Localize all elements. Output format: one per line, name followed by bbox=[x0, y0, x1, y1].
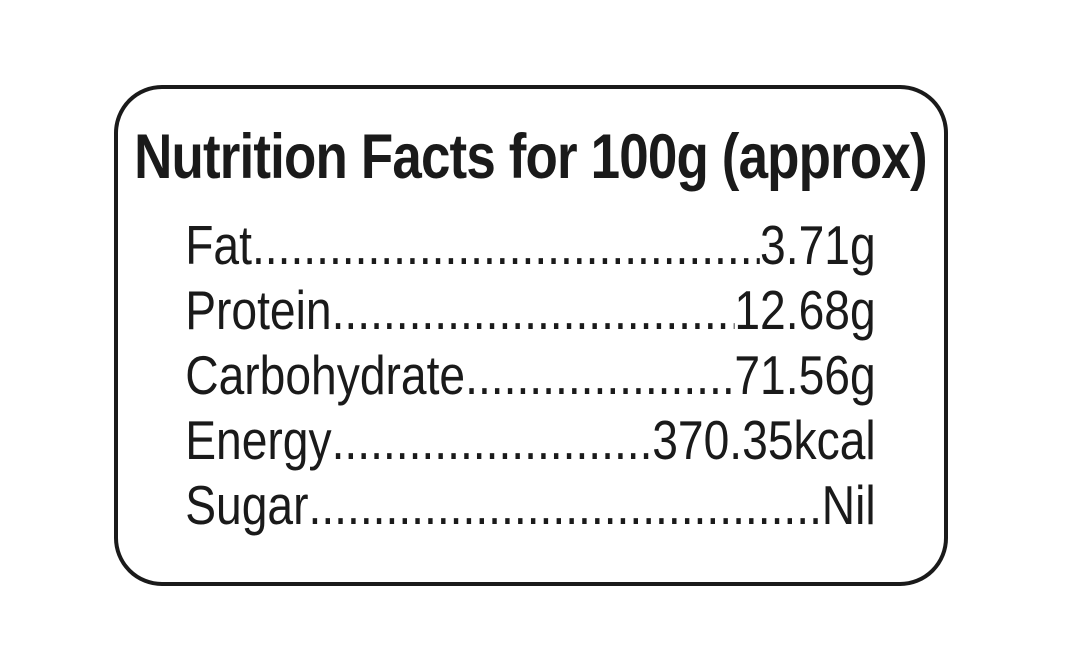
nutrient-value: 370.35kcal bbox=[652, 409, 876, 471]
nutrient-name: Carbohydrate bbox=[185, 344, 466, 406]
nutrient-name: Sugar bbox=[185, 474, 309, 536]
nutrient-name: Fat bbox=[185, 214, 252, 276]
nutrient-value: 71.56g bbox=[734, 344, 876, 406]
nutrition-label-card: Nutrition Facts for 100g (approx) Fat ..… bbox=[114, 85, 948, 586]
nutrition-label-title: Nutrition Facts for 100g (approx) bbox=[134, 122, 927, 192]
nutrient-value: 12.68g bbox=[734, 279, 876, 341]
dot-leader: ........................................… bbox=[308, 474, 822, 536]
nutrient-row-carbohydrate: Carbohydrate ...........................… bbox=[185, 343, 875, 408]
dot-leader: ........................................… bbox=[331, 409, 653, 471]
nutrient-value: Nil bbox=[821, 474, 876, 536]
dot-leader: ........................................… bbox=[465, 344, 735, 406]
nutrient-rows: Fat ....................................… bbox=[185, 213, 875, 538]
nutrient-row-energy: Energy .................................… bbox=[185, 408, 875, 473]
dot-leader: ........................................… bbox=[331, 279, 735, 341]
dot-leader: ........................................… bbox=[251, 214, 760, 276]
nutrient-row-protein: Protein ................................… bbox=[185, 278, 875, 343]
nutrient-name: Protein bbox=[185, 279, 332, 341]
nutrient-row-sugar: Sugar ..................................… bbox=[185, 473, 875, 538]
nutrient-row-fat: Fat ....................................… bbox=[185, 213, 875, 278]
nutrient-value: 3.71g bbox=[760, 214, 876, 276]
nutrition-label-content: Nutrition Facts for 100g (approx) Fat ..… bbox=[118, 121, 943, 538]
nutrient-name: Energy bbox=[185, 409, 332, 471]
